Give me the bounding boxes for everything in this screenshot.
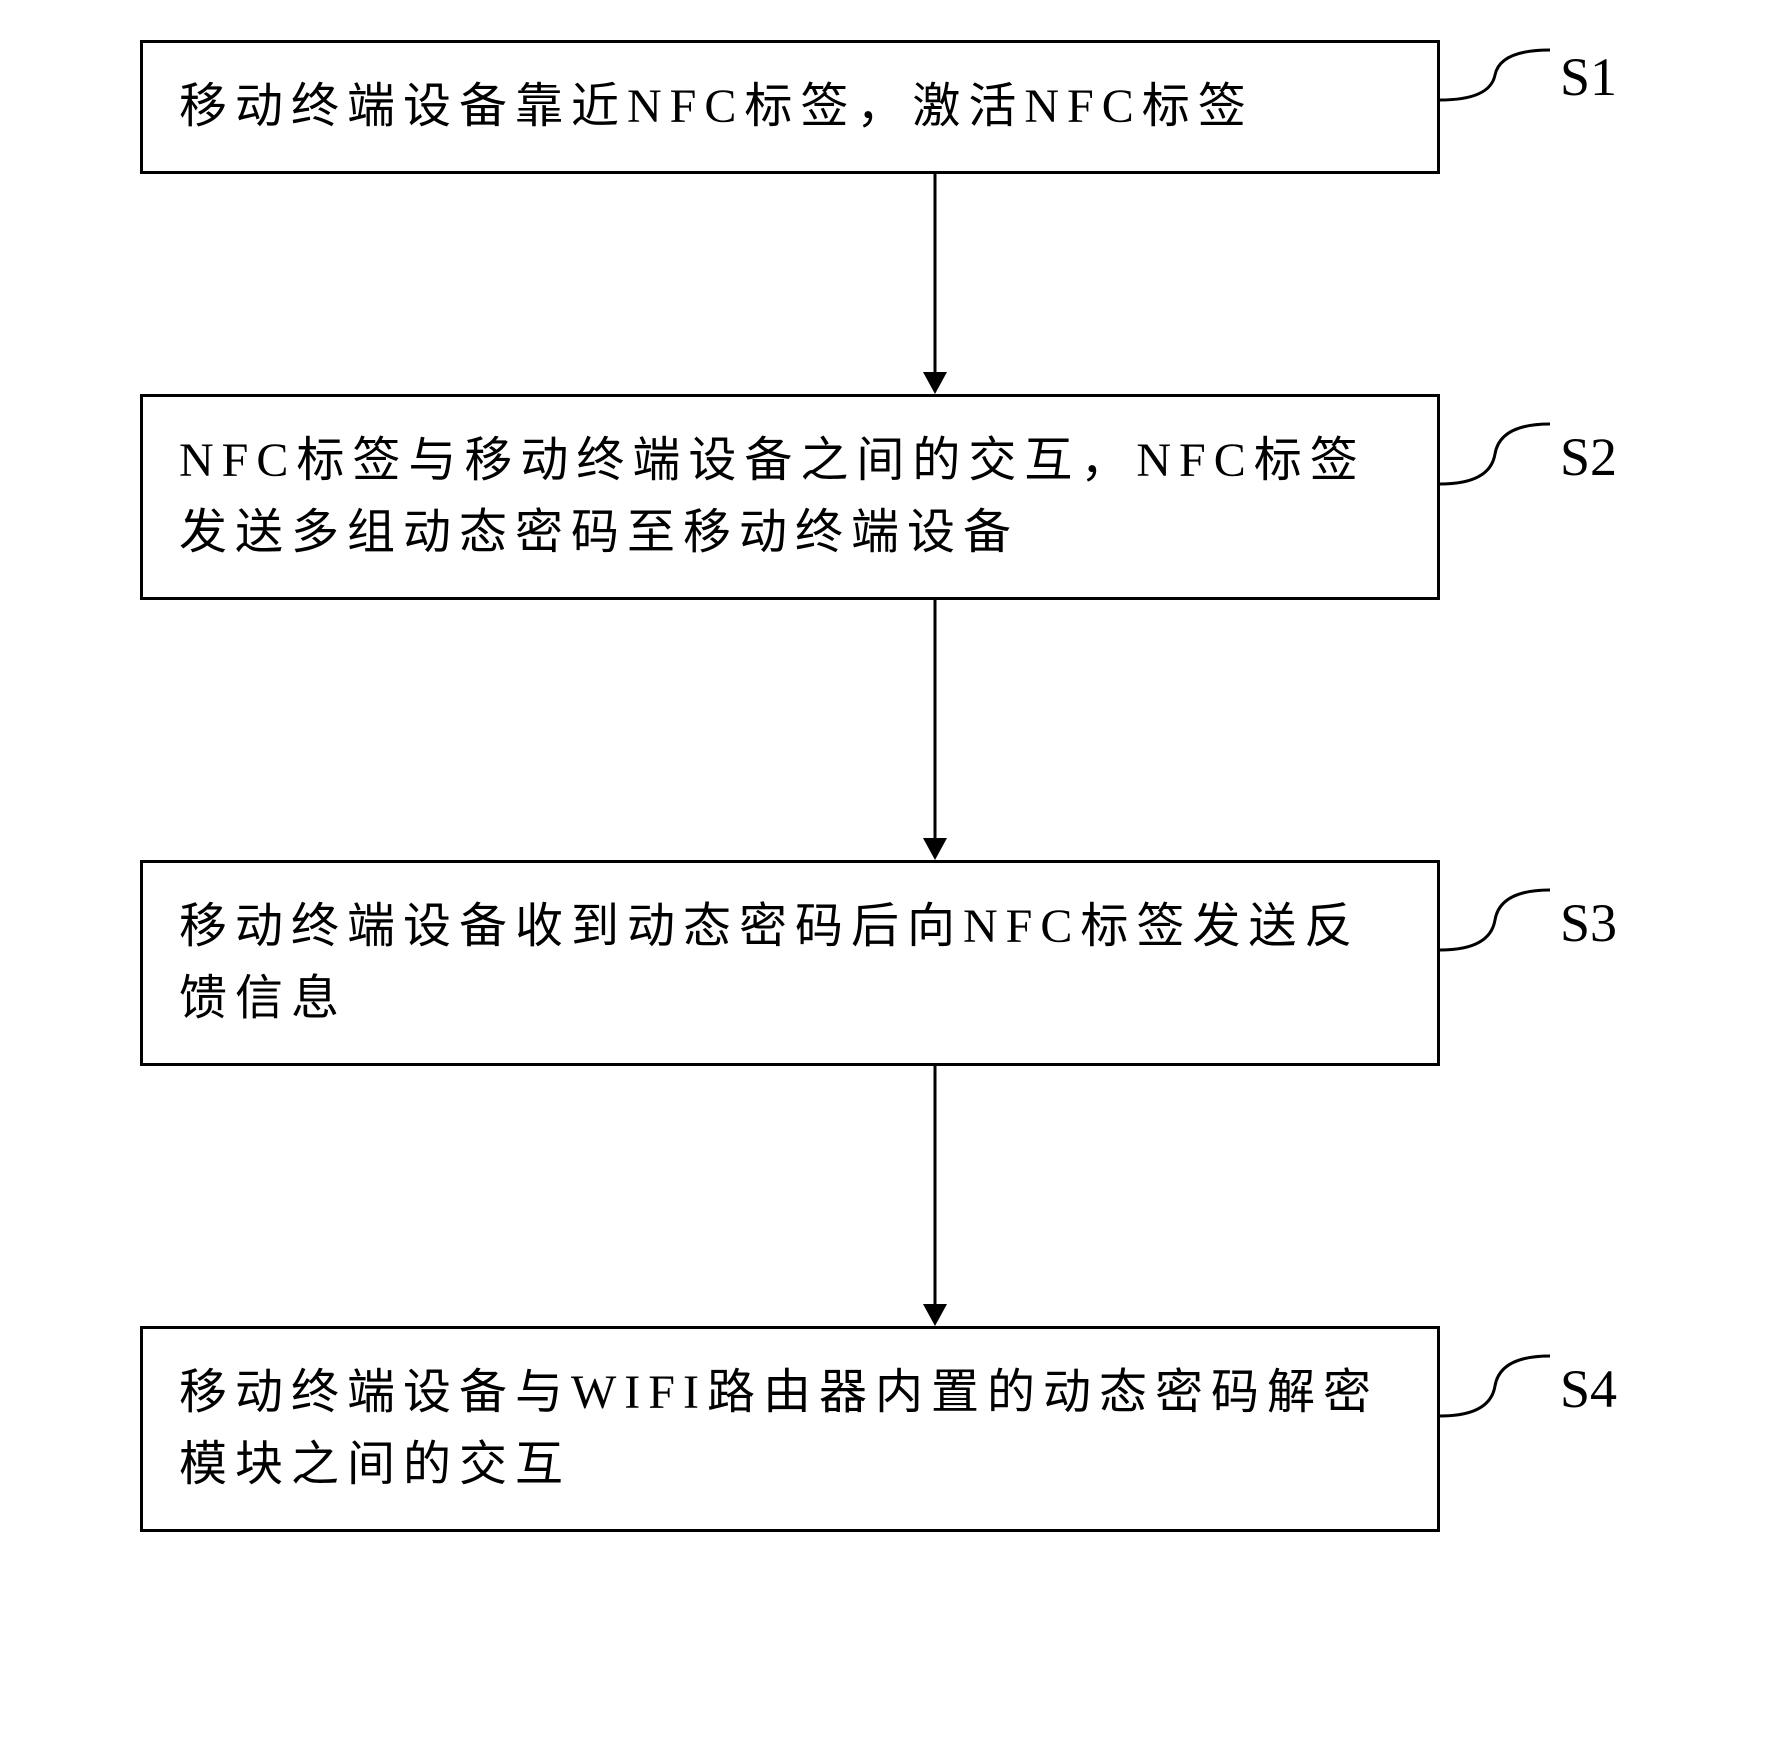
arrow-3 (915, 1066, 955, 1326)
step-box-s3: 移动终端设备收到动态密码后向NFC标签发送反馈信息 (140, 860, 1440, 1066)
step-text-s2: NFC标签与移动终端设备之间的交互，NFC标签发送多组动态密码至移动终端设备 (179, 425, 1401, 569)
step-label-s1: S1 (1560, 46, 1617, 108)
step-box-s1: 移动终端设备靠近NFC标签，激活NFC标签 (140, 40, 1440, 174)
arrow-wrap-1 (285, 174, 1585, 394)
label-curve-s3 (1440, 880, 1560, 1020)
arrow-wrap-2 (285, 600, 1585, 860)
step-text-s4: 移动终端设备与WIFI路由器内置的动态密码解密模块之间的交互 (179, 1357, 1401, 1501)
step-label-s2: S2 (1560, 426, 1617, 488)
step-row-s3: 移动终端设备收到动态密码后向NFC标签发送反馈信息 S3 (40, 860, 1730, 1066)
step-text-s1: 移动终端设备靠近NFC标签，激活NFC标签 (179, 71, 1254, 143)
step-text-s3: 移动终端设备收到动态密码后向NFC标签发送反馈信息 (179, 891, 1401, 1035)
label-curve-s1 (1440, 40, 1560, 160)
step-box-s4: 移动终端设备与WIFI路由器内置的动态密码解密模块之间的交互 (140, 1326, 1440, 1532)
label-curve-s2 (1440, 414, 1560, 554)
step-label-s3: S3 (1560, 892, 1617, 954)
arrow-wrap-3 (285, 1066, 1585, 1326)
arrow-1 (915, 174, 955, 394)
step-row-s2: NFC标签与移动终端设备之间的交互，NFC标签发送多组动态密码至移动终端设备 S… (40, 394, 1730, 600)
step-box-s2: NFC标签与移动终端设备之间的交互，NFC标签发送多组动态密码至移动终端设备 (140, 394, 1440, 600)
arrow-2 (915, 600, 955, 860)
step-label-s4: S4 (1560, 1358, 1617, 1420)
step-row-s4: 移动终端设备与WIFI路由器内置的动态密码解密模块之间的交互 S4 (40, 1326, 1730, 1532)
label-curve-s4 (1440, 1346, 1560, 1486)
flowchart-container: 移动终端设备靠近NFC标签，激活NFC标签 S1 NFC标签与移动终端设备之间的… (40, 40, 1730, 1532)
step-row-s1: 移动终端设备靠近NFC标签，激活NFC标签 S1 (40, 40, 1730, 174)
